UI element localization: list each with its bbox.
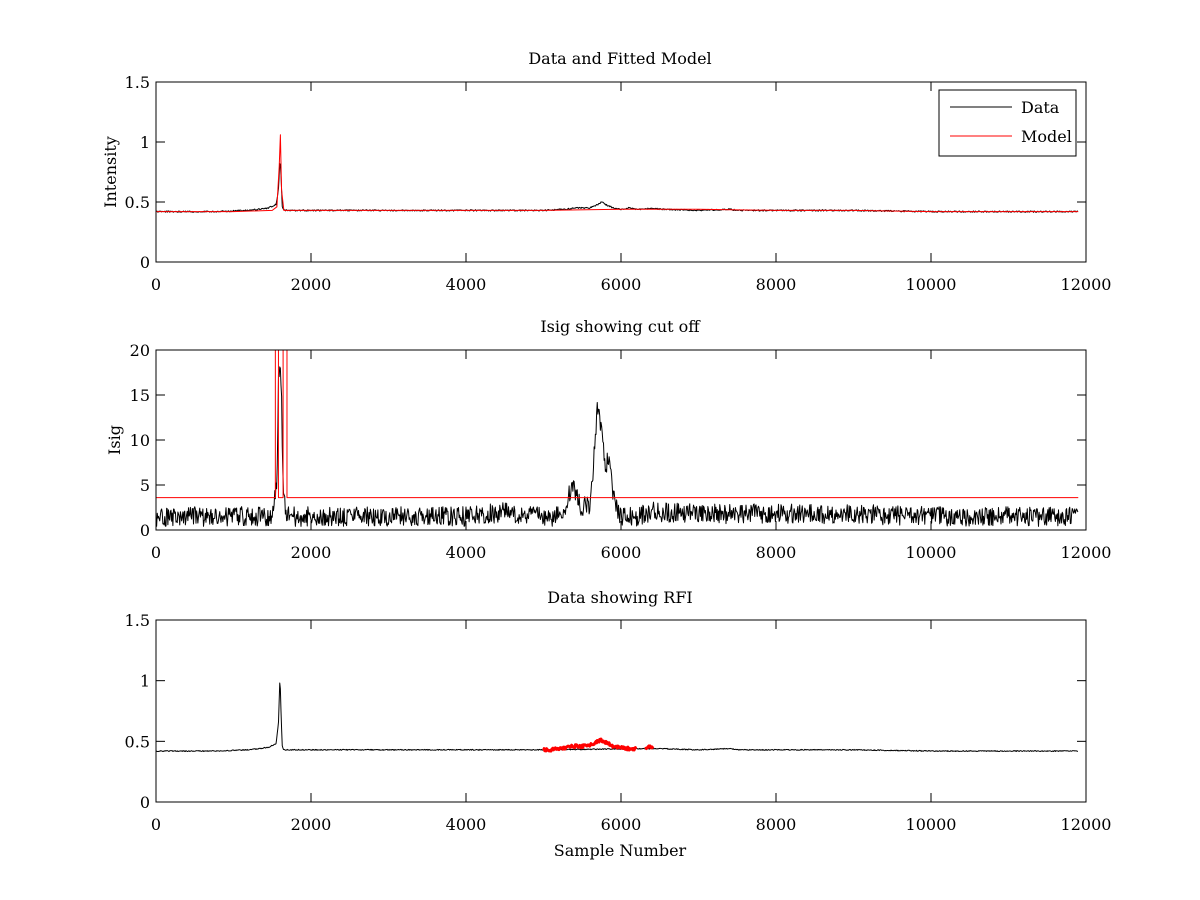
panel-1-ticks-layer: 0 2000 4000 6000 8000 10000 12000 0 0.5 1 1.5 <box>125 73 1112 294</box>
panel-data-showing-rfi: Data showing RFI Sample Number 0 2000 4000… <box>125 588 1112 860</box>
panel-1-ylabel: Intensity <box>101 136 120 208</box>
y-tick-label: 0.5 <box>125 732 150 751</box>
x-tick-label: 4000 <box>446 543 487 562</box>
y-tick-label: 0 <box>140 521 150 540</box>
x-tick-label: 10000 <box>906 275 957 294</box>
x-tick-label: 8000 <box>756 815 797 834</box>
panel-3-ticks-layer: 0 2000 4000 6000 8000 10000 12000 0 0.5 1 1.5 <box>125 611 1112 834</box>
y-tick-label: 1.5 <box>125 611 150 630</box>
panel-2-series-layer <box>155 349 1079 527</box>
x-tick-label: 12000 <box>1061 543 1112 562</box>
panel-2-ylabel: Isig <box>105 425 124 455</box>
panel-1-series-2-line <box>156 134 1079 213</box>
panel-2-title: Isig showing cut off <box>540 317 701 336</box>
x-tick-label: 0 <box>151 275 161 294</box>
panel-3-series-2-line <box>542 737 638 753</box>
panel-data-and-fitted-model: Data and Fitted Model Intensity 0 2000 400… <box>101 49 1111 294</box>
x-tick-label: 10000 <box>906 815 957 834</box>
x-tick-label: 10000 <box>906 543 957 562</box>
y-tick-label: 0 <box>140 793 150 812</box>
x-tick-label: 8000 <box>756 275 797 294</box>
y-tick-label: 0.5 <box>125 193 150 212</box>
x-tick-label: 6000 <box>601 815 642 834</box>
x-tick-label: 6000 <box>601 275 642 294</box>
y-tick-label: 1 <box>140 133 150 152</box>
y-tick-label: 10 <box>130 431 150 450</box>
x-tick-label: 0 <box>151 543 161 562</box>
panel-3-title: Data showing RFI <box>547 588 692 607</box>
x-tick-label: 12000 <box>1061 275 1112 294</box>
y-tick-label: 0 <box>140 253 150 272</box>
legend-entry-data: Data <box>1021 98 1060 117</box>
y-tick-label: 15 <box>130 386 150 405</box>
x-tick-label: 2000 <box>291 275 332 294</box>
panel-2-series-1-line <box>155 366 1079 527</box>
y-tick-label: 20 <box>130 341 150 360</box>
x-tick-label: 2000 <box>291 815 332 834</box>
panel-1-title: Data and Fitted Model <box>528 49 711 68</box>
panel-3-series-layer <box>155 682 1079 753</box>
x-tick-label: 4000 <box>446 275 487 294</box>
x-tick-label: 8000 <box>756 543 797 562</box>
panel-1-legend: Data Model <box>938 89 1077 157</box>
y-tick-label: 1 <box>140 672 150 691</box>
x-tick-label: 0 <box>151 815 161 834</box>
panel-2-ticks-layer: 0 2000 4000 6000 8000 10000 12000 0 5 10 15 20 <box>130 341 1112 562</box>
x-tick-label: 2000 <box>291 543 332 562</box>
y-tick-label: 5 <box>140 476 150 495</box>
panel-3-series-3-line <box>644 744 655 751</box>
panel-2-series-2-line <box>156 349 1079 499</box>
legend-box <box>938 89 1077 157</box>
y-tick-label: 1.5 <box>125 73 150 92</box>
panel-1-series-layer <box>155 134 1079 213</box>
legend-entry-model: Model <box>1021 127 1072 146</box>
x-tick-label: 6000 <box>601 543 642 562</box>
panel-isig-showing-cut-off: Isig showing cut off Isig 0 2000 4000 6000 8… <box>105 317 1111 562</box>
x-tick-label: 12000 <box>1061 815 1112 834</box>
panel-3-xlabel: Sample Number <box>554 841 687 860</box>
x-tick-label: 4000 <box>446 815 487 834</box>
